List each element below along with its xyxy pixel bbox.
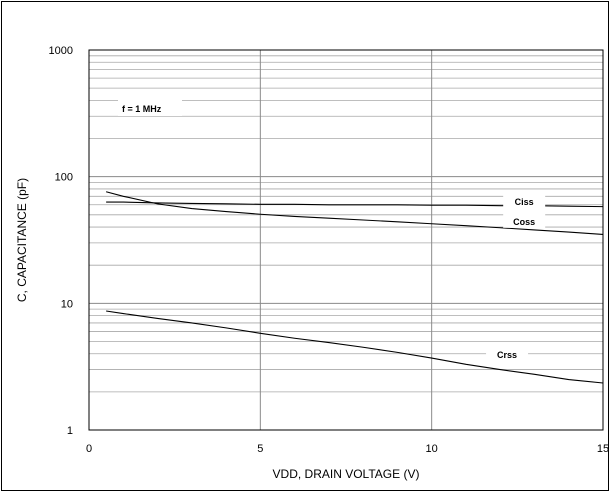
series-line-crss xyxy=(106,310,604,384)
major-gridlines xyxy=(89,50,603,430)
tick-labels: 0 5 10 15 1 10 100 1000 xyxy=(49,45,610,455)
x-tick-label: 10 xyxy=(426,443,438,455)
x-axis-title: VDD, DRAIN VOLTAGE (V) xyxy=(273,467,420,481)
y-tick-label: 100 xyxy=(55,172,73,184)
series-label-ciss: Ciss xyxy=(503,194,546,209)
x-tick-label: 15 xyxy=(597,443,609,455)
plot-area-border xyxy=(88,49,604,431)
series-label-coss: Coss xyxy=(503,213,546,228)
minor-gridlines xyxy=(89,55,603,393)
series-label-text: Crss xyxy=(497,350,517,360)
x-tick-label: 5 xyxy=(257,443,263,455)
series-label-text: Ciss xyxy=(515,197,534,207)
annotation-box: f = 1 MHz xyxy=(118,100,182,116)
annotation-background xyxy=(118,100,182,116)
y-tick-label: 1000 xyxy=(49,45,73,57)
series-line-coss xyxy=(105,191,604,235)
series-label-background xyxy=(503,213,546,228)
series-label-text: Coss xyxy=(513,217,535,227)
series-label-background xyxy=(486,347,529,362)
y-tick-label: 10 xyxy=(61,298,73,310)
series-label-crss: Crss xyxy=(486,347,529,362)
series-label-background xyxy=(503,194,546,209)
y-axis-title: C, CAPACITANCE (pF) xyxy=(15,178,29,302)
x-tick-label: 0 xyxy=(86,443,92,455)
y-tick-label: 1 xyxy=(67,425,73,437)
series-labels: Ciss Coss Crss xyxy=(486,194,546,362)
frequency-annotation: f = 1 MHz xyxy=(122,104,162,114)
